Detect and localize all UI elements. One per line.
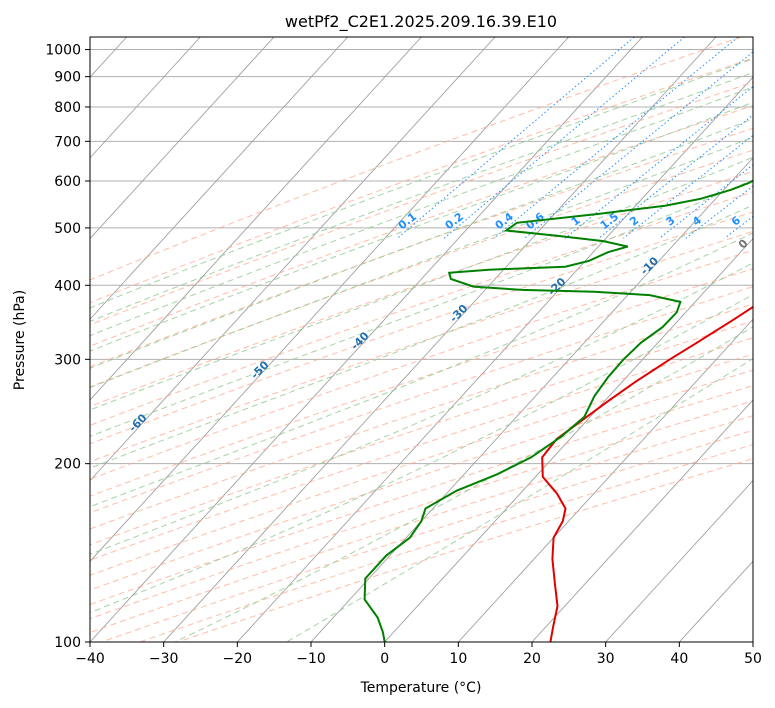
- y-tick-label: 700: [54, 134, 81, 150]
- x-tick-label: 20: [523, 651, 541, 667]
- isotherm-line: [90, 37, 570, 562]
- x-tick-label: 0: [380, 651, 389, 667]
- x-axis-title: Temperature (°C): [360, 680, 482, 696]
- dry-adiabat-line: [90, 57, 753, 304]
- dry-adiabat-line: [90, 211, 753, 445]
- dry-adiabat-line: [90, 149, 753, 388]
- dry-adiabat-line: [90, 268, 753, 497]
- temperature-line: [541, 305, 753, 642]
- isotherm-line: [237, 76, 753, 642]
- y-axis-title: Pressure (hPa): [12, 290, 28, 390]
- x-tick-label: 50: [744, 651, 762, 667]
- moist-adiabat-line: [286, 358, 753, 642]
- isotherm-label: -40: [348, 329, 371, 352]
- isotherm-line: [90, 37, 643, 642]
- x-tick-label: −20: [223, 651, 253, 667]
- mixing-ratio-label: 0.2: [443, 210, 466, 232]
- x-tick-label: −10: [296, 651, 326, 667]
- plot-frame: [89, 36, 754, 643]
- isotherm-line: [531, 399, 753, 642]
- moist-adiabat-line: [90, 204, 753, 469]
- dry-adiabat-line: [90, 400, 753, 620]
- y-tick-label: 200: [54, 457, 81, 473]
- isotherm-line: [90, 37, 422, 401]
- moist-adiabat-line: [90, 293, 753, 614]
- y-tick-label: 600: [54, 174, 81, 190]
- mixing-ratio-line: [752, 237, 753, 239]
- isotherm-label: -70: [0, 469, 23, 492]
- chart-title: wetPf2_C2E1.2025.209.16.39.E10: [285, 12, 557, 32]
- dewpoint-line: [363, 179, 753, 642]
- dry-adiabat-line: [90, 127, 753, 368]
- mixing-ratio-label: 8: [757, 214, 771, 229]
- moist-adiabat-line: [90, 86, 753, 337]
- isotherm-line: [90, 37, 496, 482]
- x-tick-label: −40: [75, 651, 105, 667]
- isotherm-line: [752, 641, 753, 642]
- moist-adiabat-line: [90, 72, 753, 322]
- mixing-ratio-label: 3: [663, 214, 677, 229]
- moist-adiabat-line: [90, 136, 753, 389]
- mixing-ratio-line: [524, 51, 753, 239]
- isotherm-line: [605, 479, 753, 642]
- dry-adiabat-line: [90, 249, 753, 480]
- isotherm-line: [90, 37, 349, 320]
- x-tick-label: −30: [149, 651, 179, 667]
- isotherm-line: [384, 237, 753, 642]
- y-tick-label: 900: [54, 70, 81, 86]
- y-tick-label: 400: [54, 278, 81, 294]
- moist-adiabat-line: [174, 326, 753, 642]
- mixing-ratio-label: 0.1: [396, 210, 419, 232]
- dry-adiabat-line: [90, 37, 742, 281]
- mixing-ratio-line: [724, 215, 753, 239]
- x-axis: −40 −30 −20 −10 0 10 20 30 40 50: [75, 642, 762, 667]
- dry-adiabat-line: [90, 415, 753, 634]
- mixing-ratio-label: 4: [690, 213, 704, 228]
- y-axis: 100 200 300 400 500 600 700 800 900 1000: [45, 43, 90, 651]
- isotherm-label: -50: [248, 358, 271, 381]
- dry-adiabat-line: [90, 170, 753, 407]
- mixing-ratio-label: 2: [627, 214, 641, 229]
- isotherm-label: -20: [545, 275, 568, 298]
- y-tick-label: 800: [54, 100, 81, 116]
- moist-adiabat-line: [90, 58, 753, 309]
- isotherm-label: -10: [638, 254, 661, 277]
- y-tick-label: 1000: [45, 43, 81, 59]
- y-tick-label: 500: [54, 221, 81, 237]
- mixing-ratio-line: [396, 37, 635, 239]
- dry-adiabat-line: [139, 444, 753, 642]
- dry-adiabat-line: [90, 320, 753, 546]
- mixing-ratio-line: [598, 114, 753, 239]
- y-tick-label: 300: [54, 352, 81, 368]
- isotherm-label: -30: [447, 302, 470, 325]
- mixing-ratio-line: [564, 85, 753, 239]
- background-lines: [90, 37, 753, 642]
- x-tick-label: 10: [449, 651, 467, 667]
- dry-adiabat-line: [90, 303, 753, 530]
- y-tick-label: 100: [54, 635, 81, 651]
- moist-adiabat-line: [90, 179, 753, 437]
- x-tick-label: 30: [597, 651, 615, 667]
- isotherm-line: [163, 37, 717, 642]
- isotherm-line: [90, 37, 275, 240]
- mixing-ratio-line: [658, 164, 753, 239]
- isotherm-line: [458, 318, 753, 642]
- profile-lines: [363, 179, 753, 642]
- isotherm-line: [90, 37, 201, 159]
- moist-adiabat-line: [90, 156, 753, 411]
- isotherm-line: [310, 157, 753, 642]
- mixing-ratio-line: [493, 37, 739, 239]
- x-tick-label: 40: [670, 651, 688, 667]
